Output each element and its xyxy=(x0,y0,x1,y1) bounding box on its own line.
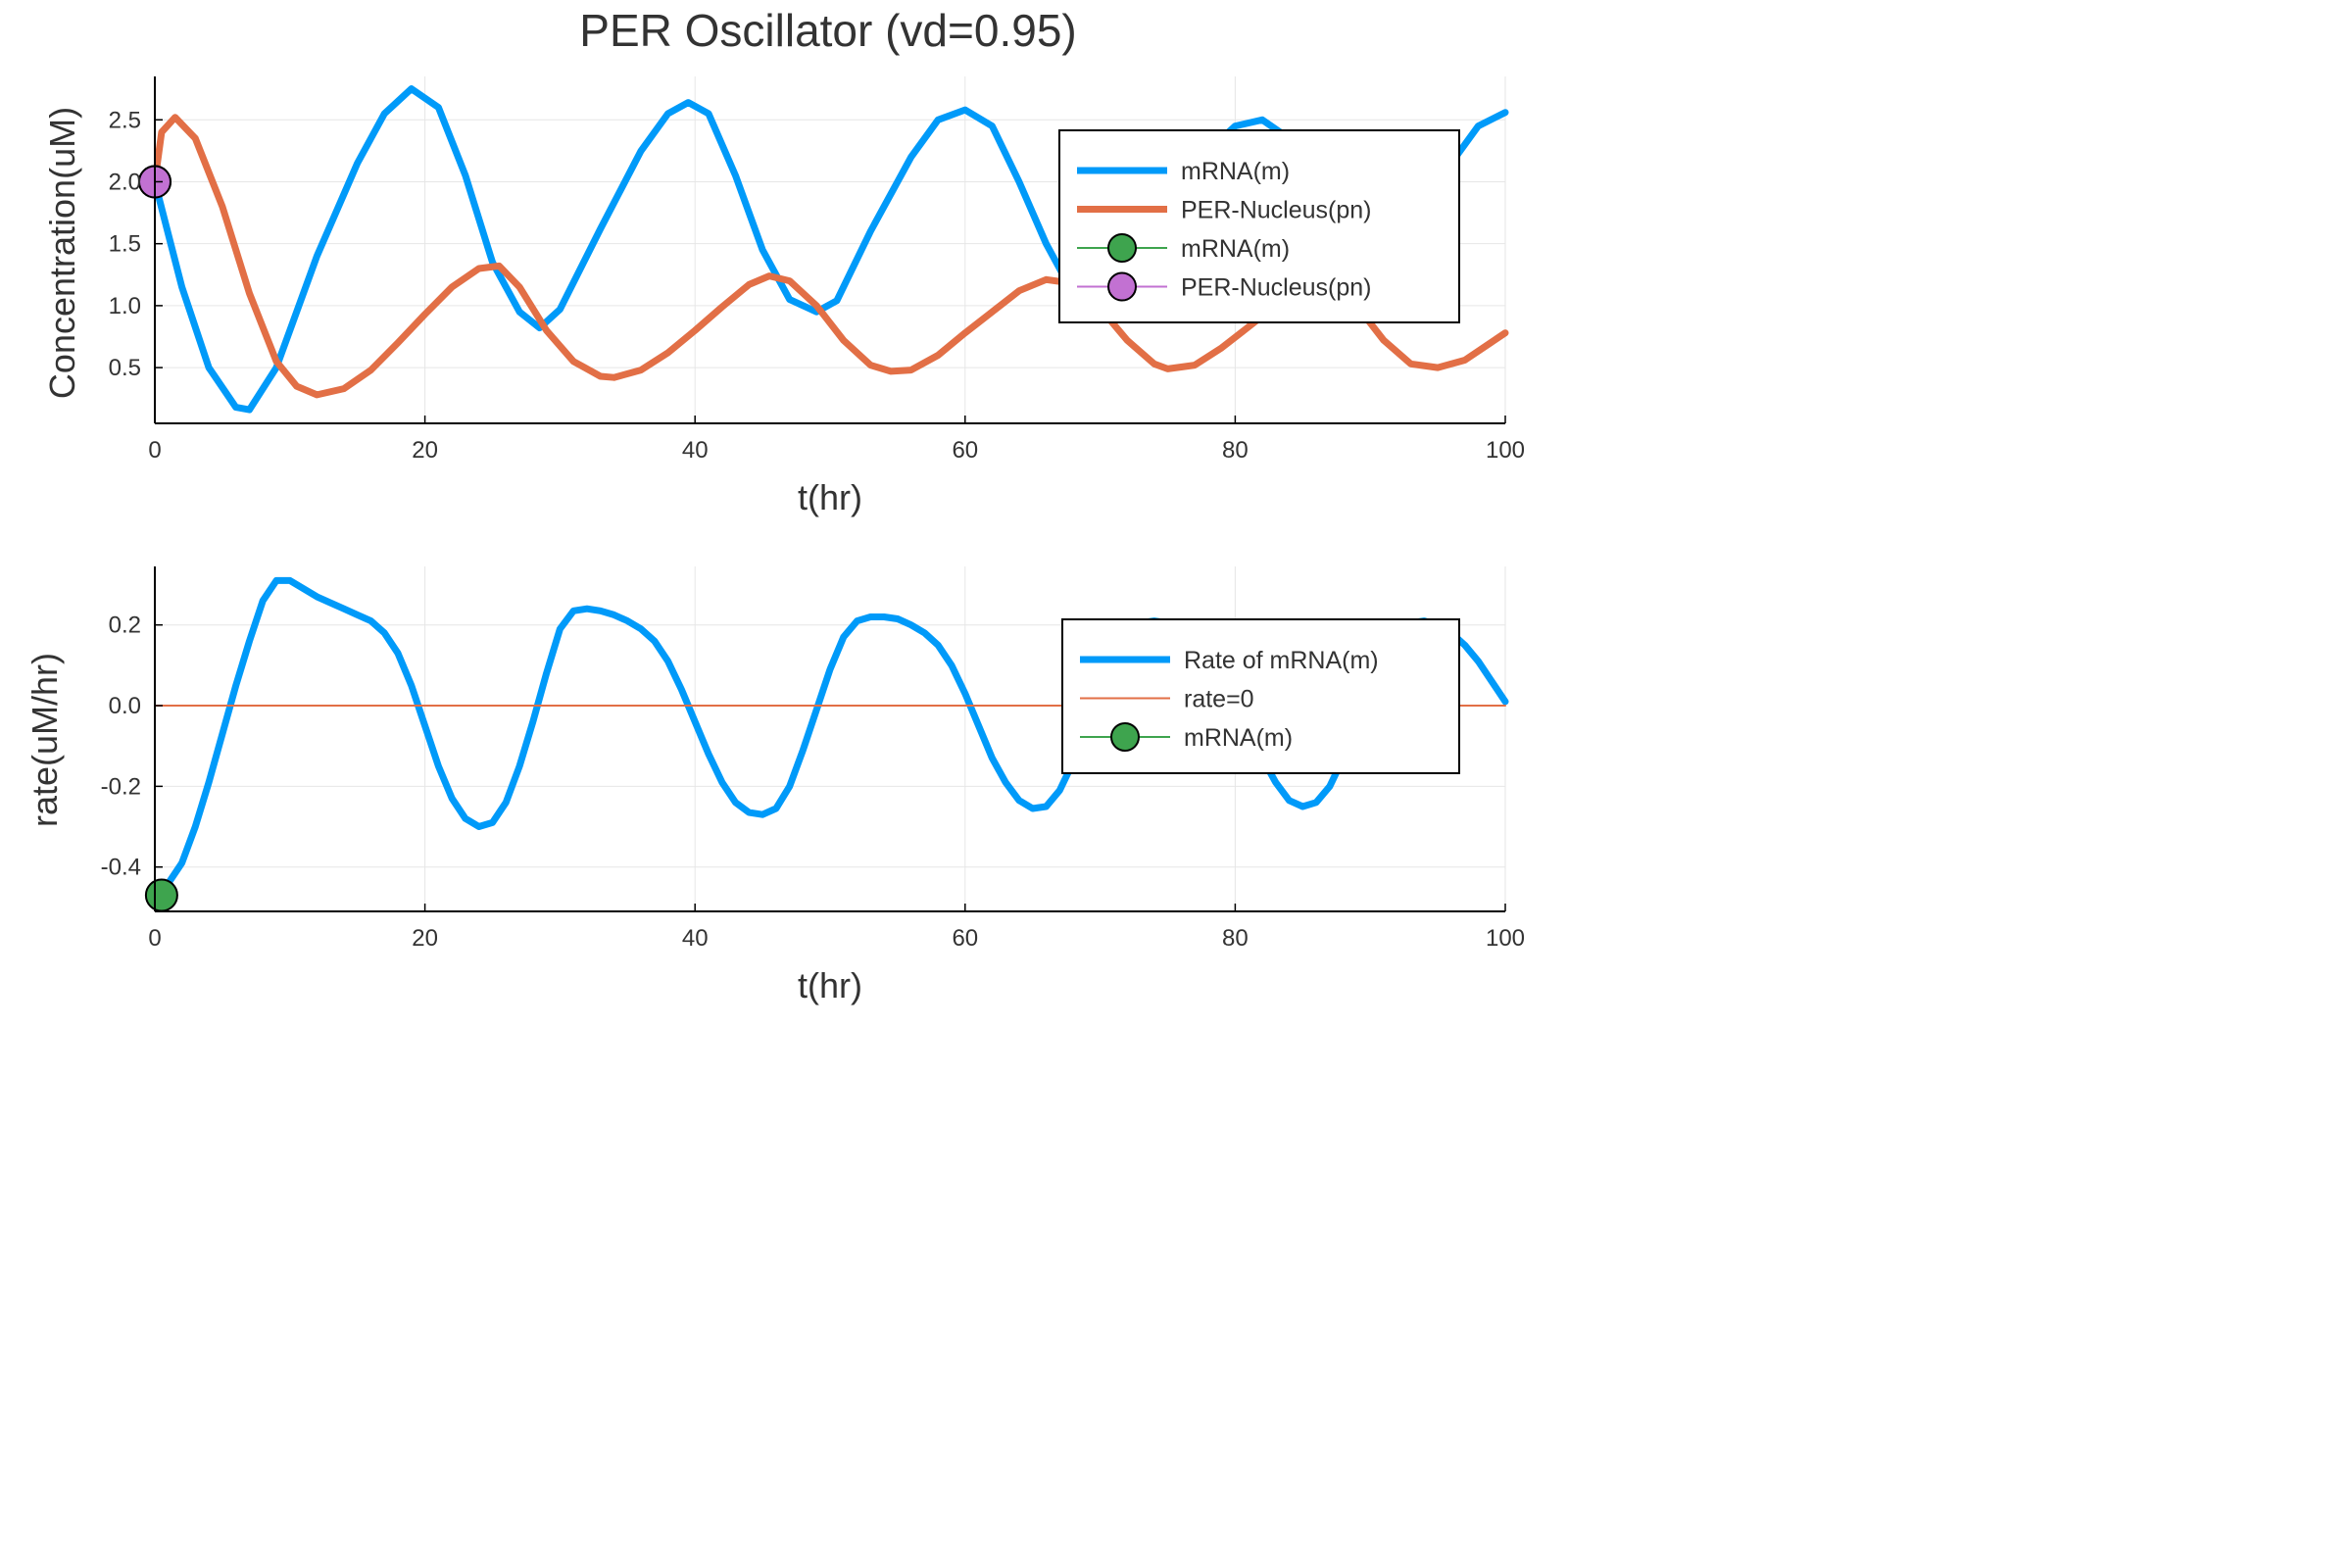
x-tick-label: 100 xyxy=(1486,925,1525,952)
legend-marker xyxy=(1107,233,1137,263)
series-line-0 xyxy=(151,576,1509,899)
y-tick-label: 0.2 xyxy=(109,612,141,639)
x-tick-label: 0 xyxy=(148,925,161,952)
legend: Rate of mRNA(m) rate=0 mRNA(m) xyxy=(1061,618,1460,774)
series-line-1 xyxy=(151,114,1509,399)
x-tick-label: 20 xyxy=(412,437,438,464)
figure: PER Oscillator (vd=0.95) 0 20 40 60 80 100 0.5… xyxy=(0,0,1537,1021)
y-tick-label: 2.0 xyxy=(109,169,141,195)
x-tick-label: 100 xyxy=(1486,437,1525,464)
legend-label: Rate of mRNA(m) xyxy=(1184,647,1379,674)
legend-label: PER-Nucleus(pn) xyxy=(1181,197,1372,224)
x-tick-label: 60 xyxy=(952,437,978,464)
chart-title: PER Oscillator (vd=0.95) xyxy=(579,5,1076,56)
x-tick-label: 80 xyxy=(1222,437,1249,464)
y-tick-label: 2.5 xyxy=(109,107,141,133)
y-tick-label: 0.5 xyxy=(109,355,141,381)
legend-label: PER-Nucleus(pn) xyxy=(1181,274,1372,302)
y-tick-label: -0.2 xyxy=(101,773,141,800)
y-tick-label: 0.0 xyxy=(109,693,141,719)
yaxis-label: Concentration(uM) xyxy=(42,107,82,399)
x-tick-label: 40 xyxy=(682,925,709,952)
xaxis-label: t(hr) xyxy=(798,477,862,517)
legend-marker xyxy=(1110,722,1140,752)
concentration-panel: 0 20 40 60 80 100 0.5 1.0 1.5 2.0 2.5 t(hr) Concen… xyxy=(42,76,1525,517)
legend-label: mRNA(m) xyxy=(1181,158,1290,185)
y-tick-label: 1.0 xyxy=(109,293,141,319)
x-tick-label: 20 xyxy=(412,925,438,952)
rate-panel: 0 20 40 60 80 100 -0.4 -0.2 0.0 0.2 t(hr) rate(uM… xyxy=(24,566,1525,1005)
y-tick-label: 1.5 xyxy=(109,231,141,258)
y-tick-label: -0.4 xyxy=(101,855,141,881)
legend-label: mRNA(m) xyxy=(1184,724,1293,752)
legend-label: mRNA(m) xyxy=(1181,235,1290,263)
legend-marker xyxy=(1107,271,1137,302)
legend: mRNA(m) PER-Nucleus(pn) mRNA(m) PER-Nucleus… xyxy=(1058,129,1460,323)
series-line-0 xyxy=(151,85,1509,414)
yaxis-label: rate(uM/hr) xyxy=(24,653,65,827)
x-tick-label: 80 xyxy=(1222,925,1249,952)
x-tick-label: 40 xyxy=(682,437,709,464)
series-marker-2 xyxy=(144,878,178,912)
xaxis-label: t(hr) xyxy=(798,965,862,1005)
legend-label: rate=0 xyxy=(1184,686,1254,713)
x-tick-label: 0 xyxy=(148,437,161,464)
chart-canvas: PER Oscillator (vd=0.95) 0 20 40 60 80 100 0.5… xyxy=(24,5,1525,1005)
x-tick-label: 60 xyxy=(952,925,978,952)
